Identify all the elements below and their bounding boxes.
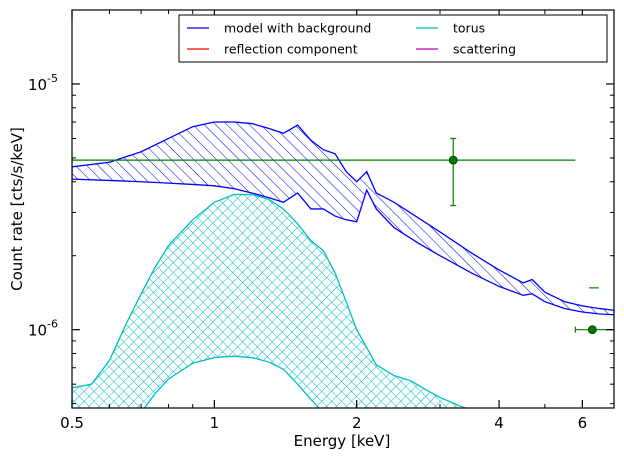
plot-frame	[71, 9, 615, 409]
x-tick-label-1: 1	[210, 414, 220, 432]
series-band-0	[72, 121, 614, 316]
legend-label-0: model with background	[224, 21, 371, 36]
y-tick-label-0: 10-6	[28, 318, 58, 340]
x-tick-label-4: 6	[578, 414, 588, 432]
x-tick-label-2: 2	[352, 414, 362, 432]
series-band-1	[72, 193, 468, 408]
legend-box	[178, 14, 608, 63]
legend: model with background torus reflection com…	[178, 14, 608, 63]
x-tick-label-3: 4	[494, 414, 504, 432]
data-point-1	[587, 325, 597, 335]
legend-label-3: scattering	[453, 42, 516, 57]
y-tick-label-1: 10-5	[28, 72, 58, 94]
data-point-0	[448, 155, 458, 165]
x-axis-label: Energy [keV]	[294, 432, 391, 450]
legend-label-1: torus	[453, 21, 485, 36]
plot-area	[72, 121, 614, 408]
x-tick-label-0: 0.5	[60, 414, 84, 432]
axes: 0.5 1 2 4 6 10-6 10-5 Energy [keV] Count rate [c…	[8, 9, 615, 450]
legend-label-2: reflection component	[224, 42, 358, 57]
y-axis-label: Count rate [cts/s/keV]	[8, 127, 26, 291]
